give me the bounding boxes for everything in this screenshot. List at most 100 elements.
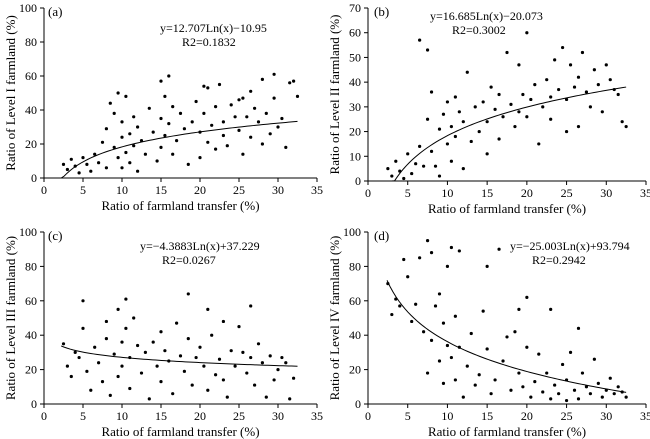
- data-point: [190, 383, 194, 387]
- data-point: [151, 130, 155, 134]
- data-point: [159, 79, 163, 83]
- y-tick-label: 20: [25, 363, 37, 377]
- y-axis-title: Ratio of Level III farmland (%): [3, 236, 18, 400]
- data-point: [229, 103, 233, 107]
- r-squared-label: R2=0.0267: [162, 253, 216, 267]
- data-point: [120, 135, 124, 139]
- data-point: [402, 176, 406, 181]
- data-point: [280, 116, 284, 121]
- x-tick-label: 0: [41, 409, 47, 423]
- data-point: [501, 359, 505, 363]
- data-point: [233, 364, 237, 368]
- data-point: [545, 371, 549, 375]
- data-point: [429, 338, 434, 342]
- data-point: [245, 371, 249, 375]
- fit-equation: y=12.707Ln(x)−10.95: [160, 21, 267, 35]
- data-point: [167, 74, 171, 78]
- data-point: [288, 81, 292, 85]
- x-tick-label: 5: [405, 186, 411, 200]
- panel-label: (d): [374, 228, 389, 243]
- data-point: [295, 94, 300, 98]
- data-point: [229, 349, 233, 353]
- data-point: [584, 90, 589, 94]
- x-tick-label: 25: [561, 409, 573, 423]
- data-point: [485, 264, 489, 268]
- data-point: [564, 97, 569, 102]
- data-point: [429, 90, 434, 94]
- data-point: [576, 397, 581, 401]
- data-point: [272, 96, 276, 100]
- y-tick-label: 40: [349, 328, 361, 342]
- data-point: [116, 307, 120, 311]
- x-tick-label: 10: [441, 409, 453, 423]
- data-point: [61, 162, 66, 166]
- data-point: [194, 355, 198, 360]
- data-point: [206, 140, 210, 144]
- data-point: [477, 373, 481, 377]
- data-point: [143, 152, 147, 156]
- data-point: [268, 132, 272, 136]
- r-squared-label: R2=0.1832: [182, 35, 236, 49]
- x-tick-label: 10: [441, 186, 453, 200]
- data-point: [433, 304, 438, 308]
- data-point: [108, 101, 112, 105]
- panel-label: (b): [374, 4, 389, 19]
- x-tick-label: 35: [311, 183, 323, 197]
- data-point: [221, 378, 225, 382]
- data-point: [441, 112, 446, 116]
- data-point: [155, 159, 159, 163]
- data-point: [120, 166, 124, 170]
- data-point: [580, 50, 585, 55]
- data-point: [214, 147, 218, 151]
- data-point: [237, 325, 241, 329]
- data-point: [576, 326, 581, 330]
- x-tick-label: 30: [272, 409, 284, 423]
- data-point: [198, 156, 202, 160]
- data-point: [206, 86, 210, 90]
- trend-line: [60, 345, 298, 367]
- y-axis-title: Ratio of Level IV farmland (%): [327, 236, 342, 401]
- data-point: [469, 139, 473, 144]
- y-tick-label: 70: [349, 1, 361, 15]
- data-point: [588, 105, 593, 109]
- data-point: [568, 350, 573, 354]
- data-point: [449, 159, 453, 163]
- y-axis-title: Ratio of Level I farmland (%): [3, 15, 18, 171]
- data-point: [620, 120, 624, 124]
- y-tick-label: 0: [31, 171, 37, 185]
- data-point: [564, 398, 569, 403]
- data-point: [128, 132, 132, 136]
- data-point: [513, 125, 517, 129]
- data-point: [163, 349, 167, 353]
- data-point: [529, 395, 533, 399]
- fit-equation: y=−25.003Ln(x)+93.794: [510, 239, 630, 253]
- y-tick-label: 100: [19, 1, 37, 15]
- data-point: [163, 94, 167, 98]
- data-point: [576, 125, 581, 129]
- data-point: [469, 331, 473, 336]
- data-point: [260, 142, 264, 146]
- y-tick-label: 60: [349, 294, 361, 308]
- data-point: [525, 295, 529, 299]
- data-point: [449, 245, 453, 250]
- data-point: [292, 79, 296, 83]
- data-point: [65, 364, 69, 368]
- data-point: [77, 355, 81, 360]
- data-point: [433, 164, 438, 168]
- data-point: [233, 115, 237, 119]
- data-point: [108, 393, 112, 397]
- data-point: [485, 152, 489, 156]
- data-point: [553, 383, 557, 387]
- data-point: [584, 385, 589, 389]
- data-point: [414, 302, 418, 306]
- data-point: [116, 374, 120, 379]
- data-point: [429, 251, 434, 255]
- data-point: [128, 161, 132, 165]
- data-point: [481, 309, 485, 313]
- data-point: [561, 45, 565, 50]
- x-tick-label: 15: [481, 409, 493, 423]
- data-point: [85, 162, 89, 166]
- data-point: [517, 110, 521, 114]
- data-point: [120, 120, 124, 124]
- data-point: [445, 264, 450, 268]
